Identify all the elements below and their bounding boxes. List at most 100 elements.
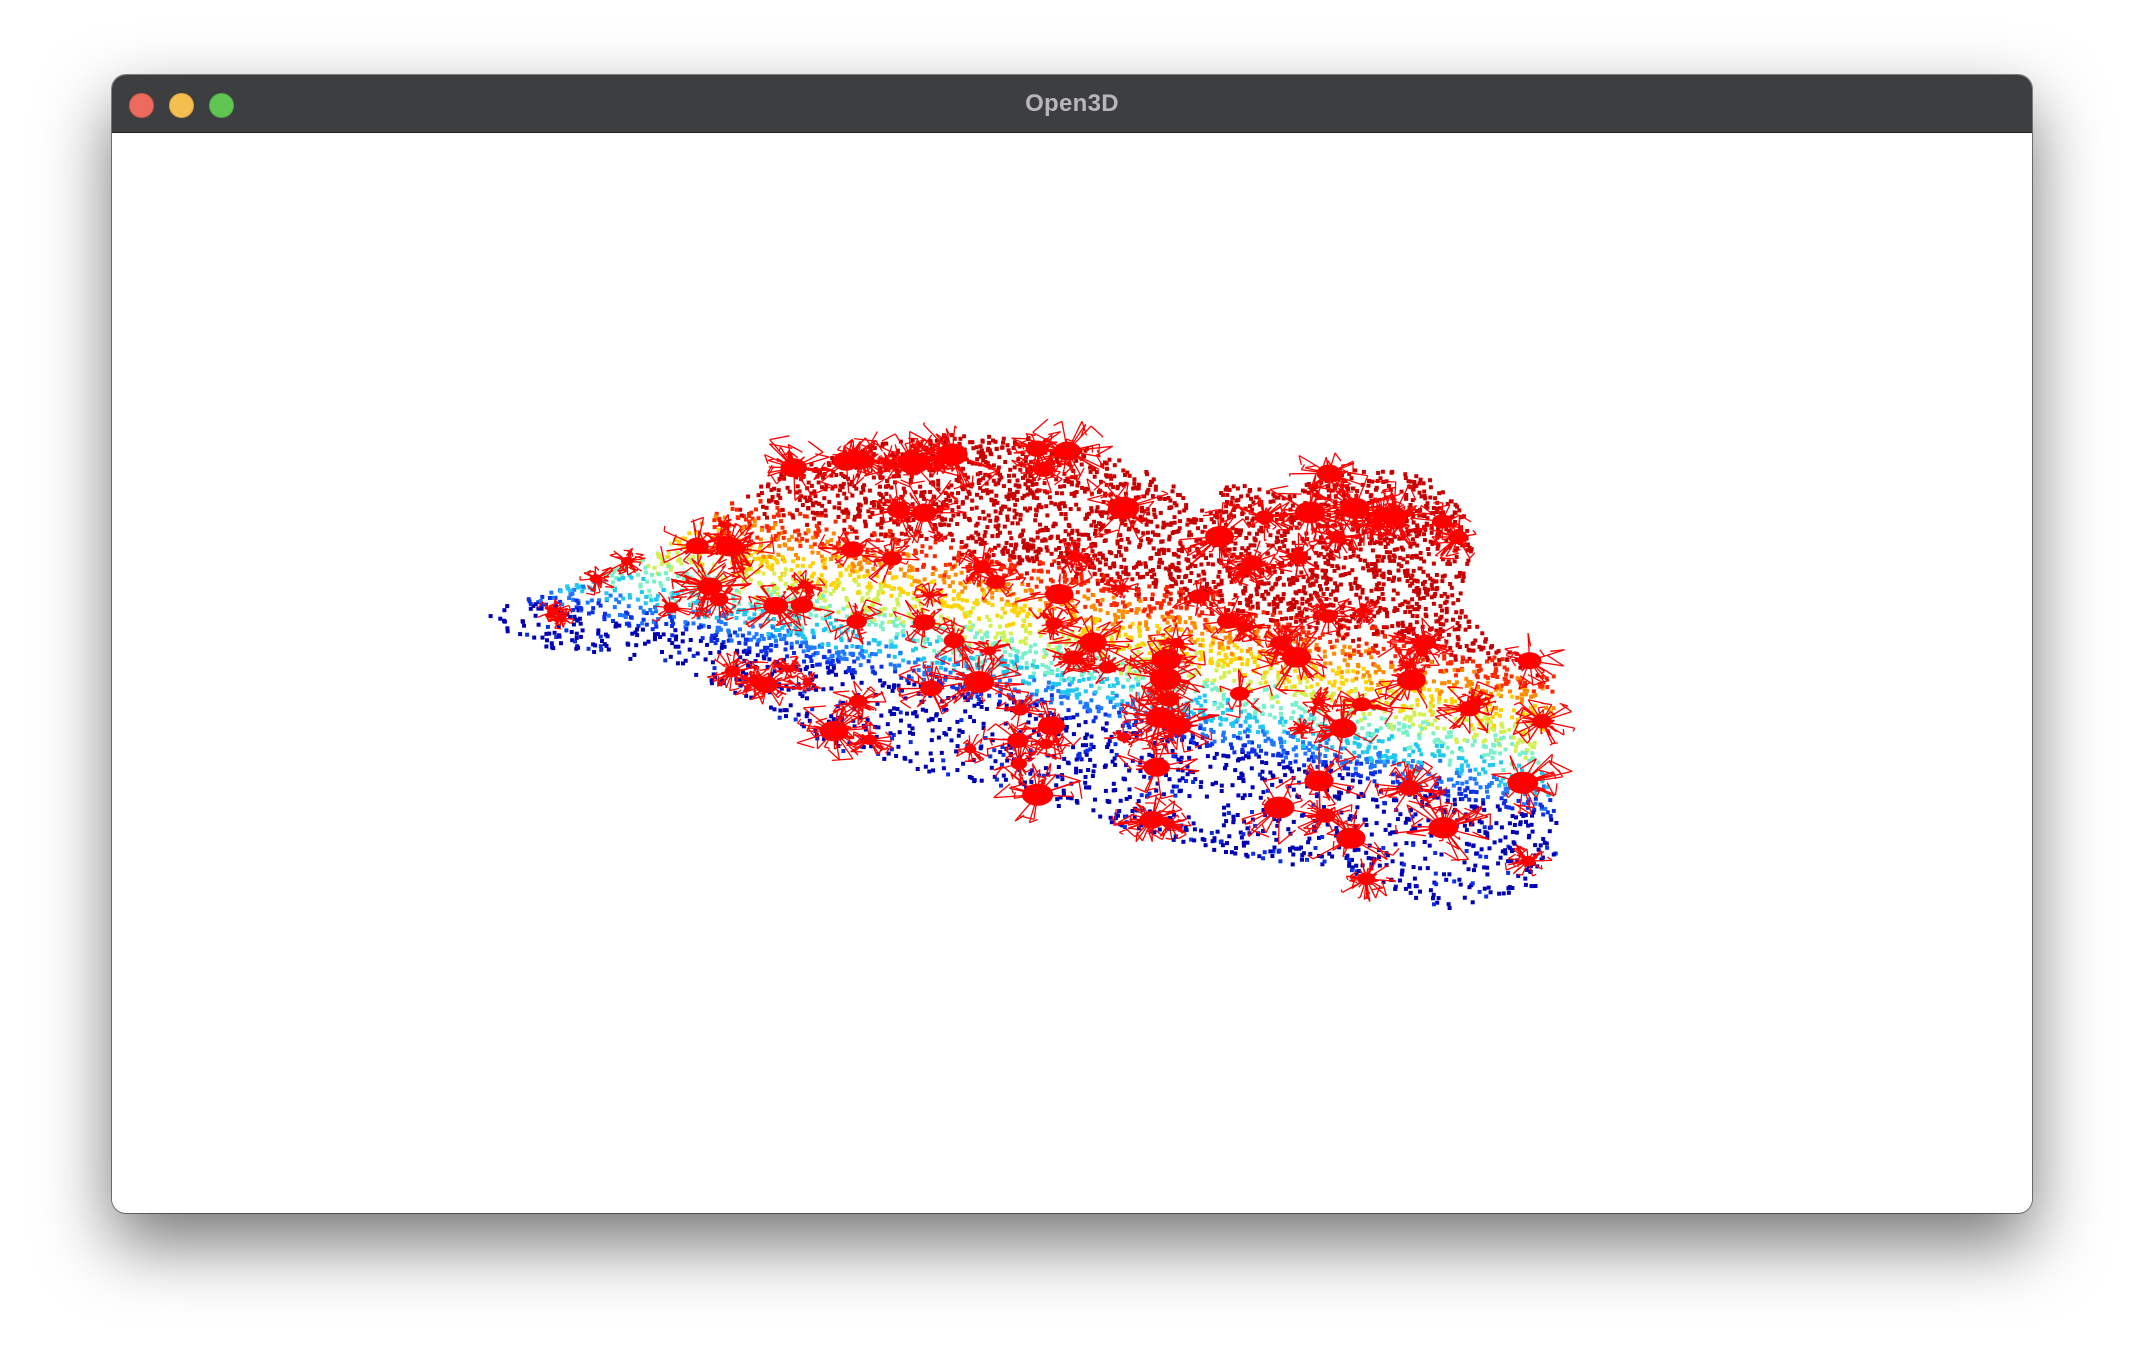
cloud-point	[914, 751, 919, 756]
cloud-point	[1101, 510, 1105, 515]
cloud-point	[1369, 762, 1374, 767]
cloud-point	[1008, 678, 1012, 683]
cloud-point	[1238, 609, 1243, 614]
cloud-point	[1292, 693, 1297, 697]
cloud-point	[1077, 633, 1082, 638]
cloud-point	[1344, 710, 1349, 715]
cloud-point	[832, 505, 837, 510]
cloud-point	[1160, 547, 1165, 552]
cloud-point	[1297, 611, 1302, 615]
cloud-point	[1208, 649, 1213, 653]
cloud-point	[1323, 661, 1328, 666]
cloud-point	[993, 759, 998, 764]
cloud-point	[889, 593, 894, 598]
cloud-point	[1431, 506, 1436, 510]
cloud-point	[1179, 755, 1184, 760]
cloud-point	[901, 658, 906, 663]
cloud-point	[657, 572, 662, 577]
cloud-point	[1189, 837, 1194, 842]
cloud-point	[706, 609, 711, 614]
cloud-point	[668, 614, 673, 619]
cloud-point	[1371, 646, 1375, 651]
cloud-point	[1440, 579, 1445, 584]
cloud-point	[763, 645, 767, 650]
cloud-point	[1225, 565, 1230, 570]
3d-viewport[interactable]	[112, 133, 2032, 1213]
cloud-point	[1012, 610, 1017, 614]
cloud-point	[1454, 680, 1459, 685]
cloud-point	[1375, 728, 1379, 733]
cloud-point	[744, 608, 749, 613]
cloud-point	[1089, 491, 1094, 496]
cloud-point	[1301, 639, 1306, 644]
cloud-point	[1536, 760, 1541, 765]
cloud-point	[868, 514, 873, 519]
cloud-point	[1037, 488, 1042, 493]
title-bar[interactable]: Open3D	[112, 75, 2032, 133]
cloud-point	[1197, 695, 1202, 700]
cloud-point	[1276, 674, 1280, 679]
cloud-point	[1114, 702, 1119, 707]
cloud-point	[1480, 646, 1485, 651]
cloud-point	[1305, 643, 1310, 647]
cloud-point	[1352, 740, 1357, 745]
cloud-point	[1413, 826, 1418, 831]
cloud-point	[807, 495, 812, 500]
cloud-point	[797, 539, 802, 544]
cloud-point	[851, 675, 855, 680]
zoom-icon[interactable]	[209, 93, 234, 118]
cloud-point	[1463, 794, 1468, 799]
cloud-point	[923, 447, 928, 452]
cloud-point	[1378, 726, 1383, 731]
cloud-point	[1279, 744, 1284, 749]
close-icon[interactable]	[129, 93, 154, 118]
cloud-point	[983, 530, 988, 535]
cloud-point	[1303, 675, 1308, 680]
cloud-point	[1194, 697, 1199, 702]
cloud-point	[871, 567, 876, 571]
cloud-point	[1309, 712, 1314, 717]
cloud-point	[1330, 745, 1335, 750]
cloud-point	[1390, 469, 1395, 474]
cloud-point	[1377, 751, 1382, 755]
cloud-point	[1437, 776, 1442, 781]
cloud-point	[1151, 581, 1156, 586]
cloud-point	[758, 537, 763, 542]
cloud-point	[1009, 543, 1014, 548]
cloud-point	[1241, 589, 1246, 594]
cloud-point	[1281, 680, 1286, 685]
cloud-point	[968, 627, 973, 632]
cloud-point	[1510, 806, 1515, 811]
point-cloud-canvas[interactable]	[112, 133, 2032, 1213]
cloud-point	[1026, 543, 1031, 548]
cloud-point	[1292, 515, 1297, 520]
cloud-point	[1325, 747, 1329, 752]
cloud-point	[1499, 796, 1504, 801]
cloud-point	[953, 572, 958, 577]
cloud-point	[1309, 692, 1314, 697]
cloud-point	[783, 581, 788, 586]
cloud-point	[1548, 798, 1553, 803]
cloud-point	[1132, 814, 1137, 819]
cloud-point	[1428, 485, 1433, 490]
cloud-point	[1323, 560, 1328, 565]
cloud-point	[1386, 702, 1391, 707]
cloud-point	[1064, 642, 1069, 647]
cloud-point	[1190, 674, 1195, 679]
cloud-point	[1023, 641, 1028, 646]
cloud-point	[1224, 504, 1229, 509]
cloud-point	[1246, 521, 1251, 526]
minimize-icon[interactable]	[169, 93, 194, 118]
cloud-point	[1324, 764, 1329, 769]
cloud-point	[1167, 707, 1172, 712]
cloud-point	[1460, 797, 1465, 801]
cloud-point	[1349, 868, 1354, 873]
cloud-point	[1173, 579, 1178, 584]
cloud-point	[1176, 529, 1181, 533]
cloud-point	[774, 558, 779, 563]
cloud-point	[1291, 581, 1296, 586]
cloud-point	[1437, 749, 1442, 754]
cloud-point	[829, 557, 834, 561]
cloud-point	[879, 525, 884, 530]
cloud-point	[1136, 486, 1141, 491]
